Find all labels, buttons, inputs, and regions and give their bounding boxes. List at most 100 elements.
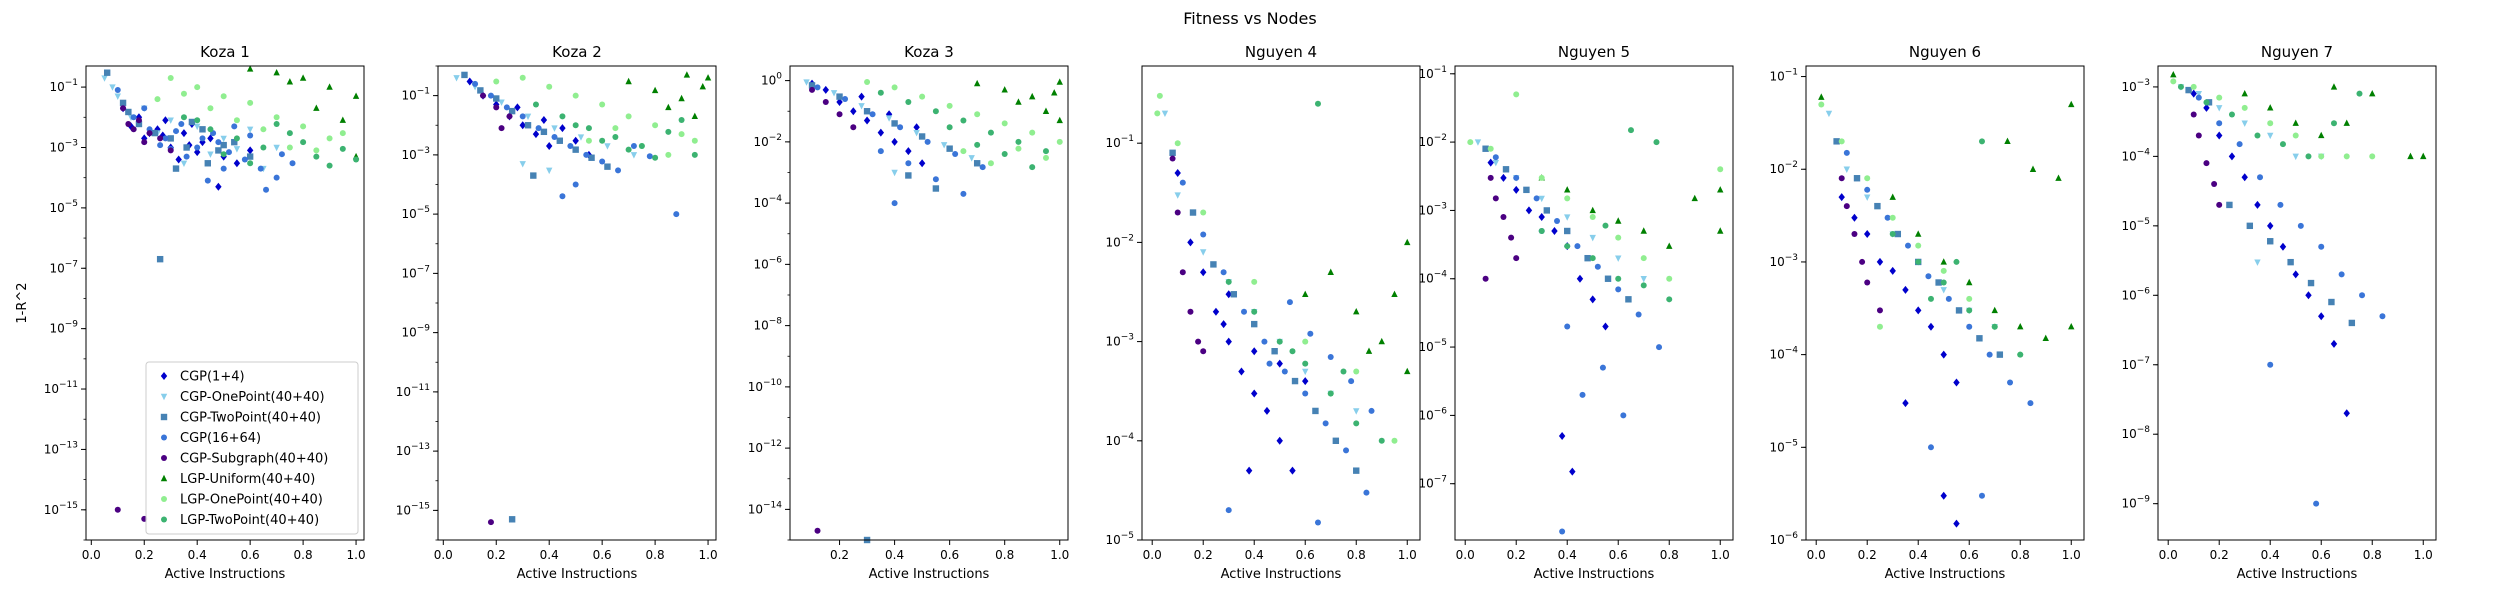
data-point (1940, 491, 1947, 500)
data-point (625, 77, 632, 85)
data-point (2267, 104, 2274, 111)
y-tick-label: 10−4 (2121, 147, 2150, 163)
data-point (1187, 308, 1194, 315)
data-point (339, 145, 346, 152)
scatter-points (1467, 91, 1724, 535)
data-point (1001, 151, 1008, 158)
data-point (180, 90, 187, 97)
y-tick-label: 10−1 (1105, 134, 1134, 150)
data-point (1210, 261, 1217, 268)
data-point (286, 144, 293, 151)
data-point (300, 139, 307, 146)
data-point (1391, 437, 1398, 444)
data-point (1966, 323, 1973, 330)
data-point (1056, 116, 1063, 124)
x-tick-label: 0.0 (2159, 548, 2178, 562)
x-tick-label: 0.4 (885, 548, 904, 562)
data-point (1564, 323, 1571, 330)
data-point (477, 87, 484, 94)
x-tick-label: 0.2 (2210, 548, 2229, 562)
data-point (1927, 295, 1934, 302)
data-point (652, 122, 659, 129)
scatter-points (101, 65, 360, 522)
data-point (1833, 138, 1840, 145)
data-point (503, 104, 510, 111)
data-point (1558, 431, 1566, 440)
x-axis-label: Active Instructions (1221, 567, 1342, 582)
data-point (2228, 111, 2235, 118)
data-point (1945, 295, 1952, 302)
data-point (1251, 320, 1258, 328)
data-point (630, 142, 637, 149)
axes-frame (1805, 65, 2085, 541)
data-point (1353, 467, 1360, 474)
x-tick-label: 0.6 (1960, 548, 1979, 562)
data-point (1564, 186, 1571, 193)
data-point (180, 129, 188, 138)
data-point (1640, 255, 1647, 262)
data-point (1225, 337, 1232, 346)
data-point (1902, 285, 1909, 294)
y-tick-label: 10−2 (1105, 233, 1134, 249)
data-point (891, 84, 898, 91)
legend-marker (161, 455, 167, 461)
data-point (1818, 101, 1825, 108)
data-point (286, 78, 294, 85)
data-point (146, 130, 153, 137)
data-point (877, 89, 884, 96)
data-point (1843, 203, 1850, 210)
y-tick-label: 10−9 (2121, 495, 2150, 511)
data-point (1156, 92, 1163, 99)
data-point (2318, 312, 2325, 321)
data-point (260, 126, 267, 133)
x-tick-label: 0.4 (188, 548, 207, 562)
x-tick-label: 0.4 (2261, 548, 2280, 562)
data-point (1666, 275, 1673, 282)
data-point (1474, 139, 1482, 146)
data-point (1859, 258, 1866, 265)
data-point (1966, 307, 1973, 314)
data-point (913, 123, 920, 132)
scatter-points (803, 78, 1063, 544)
x-tick-label: 0.8 (995, 548, 1014, 562)
data-point (1940, 258, 1947, 265)
data-point (1271, 348, 1278, 355)
y-tick-label: 10−7 (1418, 475, 1447, 491)
data-point (1902, 399, 1909, 408)
data-point (1818, 93, 1825, 100)
data-point (1543, 207, 1551, 214)
data-point (1251, 347, 1258, 356)
y-tick-label: 10−6 (1418, 406, 1447, 422)
data-point (313, 104, 320, 111)
x-tick-label: 0.6 (593, 548, 612, 562)
data-point (673, 211, 680, 218)
data-point (1838, 138, 1845, 145)
data-point (532, 101, 539, 108)
data-point (535, 125, 542, 132)
y-tick-label: 10−6 (2121, 286, 2150, 302)
data-point (493, 78, 500, 85)
y-tick-label: 10−10 (748, 378, 783, 394)
data-point (1500, 173, 1507, 182)
legend-marker (160, 413, 168, 421)
data-point (273, 120, 280, 127)
data-point (2318, 131, 2325, 139)
data-point (678, 94, 685, 102)
x-tick-label: 0.4 (540, 548, 559, 562)
data-point (665, 151, 672, 158)
data-point (973, 160, 981, 167)
data-point (215, 182, 222, 191)
data-point (178, 120, 185, 127)
data-point (540, 128, 548, 136)
data-point (498, 125, 505, 132)
data-point (2228, 152, 2236, 161)
data-point (506, 113, 513, 120)
data-point (960, 190, 967, 197)
data-point (572, 181, 579, 188)
data-point (897, 124, 904, 131)
data-point (1953, 258, 1960, 265)
data-point (1584, 254, 1591, 262)
data-point (1174, 209, 1181, 216)
x-tick-label: 0.4 (1558, 548, 1577, 562)
data-point (519, 113, 526, 120)
